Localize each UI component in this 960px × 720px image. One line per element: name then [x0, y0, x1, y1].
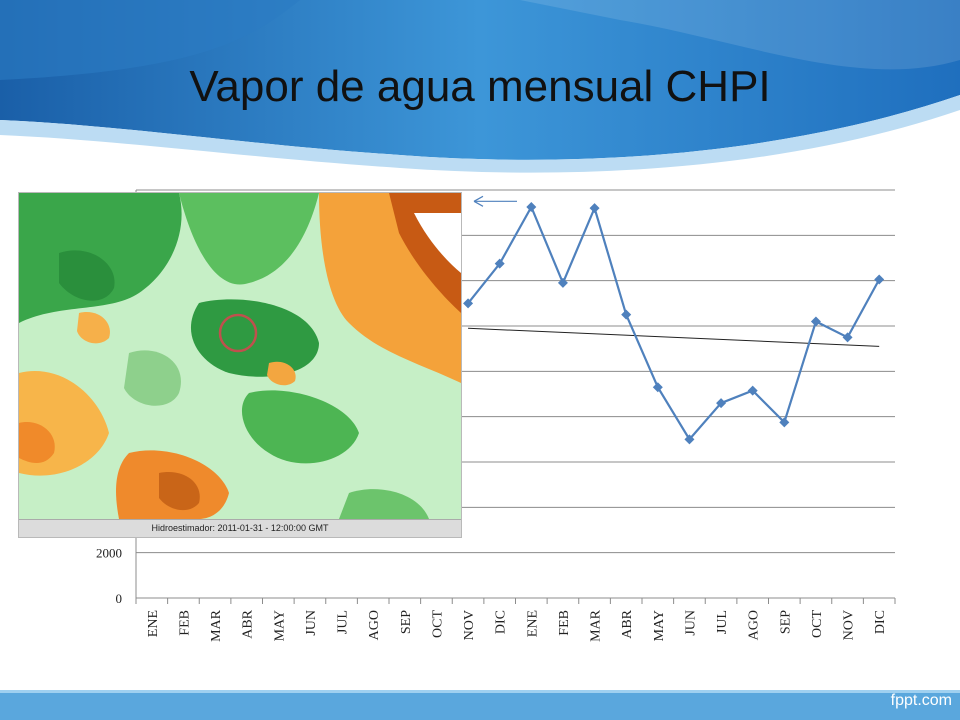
x-tick-label: JUL: [715, 610, 730, 634]
highlight-circle: [218, 313, 258, 353]
brand-logo-text: fppt.com: [890, 692, 952, 709]
slide-header-background: [0, 0, 960, 173]
data-point: [463, 298, 474, 309]
x-tick-label: ENE: [146, 610, 161, 637]
chart-labels: 0 2000 ENE FEB MAR ABR MAY JUN JUL AGO SEP OCT NOV DI…: [96, 546, 888, 642]
x-tick-label: FEB: [557, 610, 572, 636]
data-point: [842, 332, 853, 343]
chart-series: [463, 202, 885, 445]
y-tick-label: 0: [116, 591, 123, 606]
map-caption: Hidroestimador: 2011-01-31 - 12:00:00 GM…: [19, 519, 461, 537]
x-tick-label: MAR: [209, 609, 224, 642]
data-point: [716, 398, 727, 409]
satellite-map-image: Hidroestimador: 2011-01-31 - 12:00:00 GM…: [18, 192, 462, 538]
x-tick-label: JUN: [683, 610, 698, 636]
x-tick-label: OCT: [430, 610, 445, 638]
data-point: [652, 382, 663, 393]
data-point: [526, 202, 537, 212]
data-point: [494, 258, 505, 269]
data-point: [747, 385, 758, 396]
x-tick-label: OCT: [810, 610, 825, 638]
data-point: [557, 277, 568, 288]
x-tick-label: SEP: [778, 610, 793, 634]
data-point: [810, 316, 821, 327]
slide-title: Vapor de agua mensual CHPI: [189, 62, 771, 111]
x-tick-label: MAY: [652, 610, 667, 641]
x-tick-label: MAR: [589, 609, 604, 642]
x-tick-label: AGO: [747, 610, 762, 640]
x-tick-label: DIC: [494, 610, 509, 634]
x-tick-label: SEP: [399, 610, 414, 634]
trend-line: [468, 327, 880, 347]
x-tick-label: JUN: [304, 610, 319, 636]
annotation-arrow-head: [473, 195, 484, 207]
data-point: [874, 274, 885, 285]
data-point: [684, 434, 695, 445]
chart-annotations: [473, 195, 517, 207]
chart-trend: [468, 327, 880, 347]
x-tick-label: NOV: [842, 610, 857, 640]
x-tick-label: ENE: [525, 610, 540, 637]
series-line: [467, 204, 881, 442]
x-tick-label: DIC: [873, 610, 888, 634]
x-tick-label: JUL: [336, 610, 351, 634]
x-tick-label: AGO: [367, 610, 382, 640]
x-tick-label: NOV: [462, 610, 477, 640]
data-point: [779, 417, 790, 428]
data-point: [621, 309, 632, 320]
data-point: [589, 203, 600, 214]
x-tick-label: ABR: [241, 609, 256, 638]
x-tick-label: MAY: [272, 610, 287, 641]
x-tick-label: FEB: [177, 610, 192, 636]
map-raster: [19, 193, 461, 519]
x-tick-label: ABR: [620, 609, 635, 638]
y-tick-label: 2000: [96, 546, 122, 561]
